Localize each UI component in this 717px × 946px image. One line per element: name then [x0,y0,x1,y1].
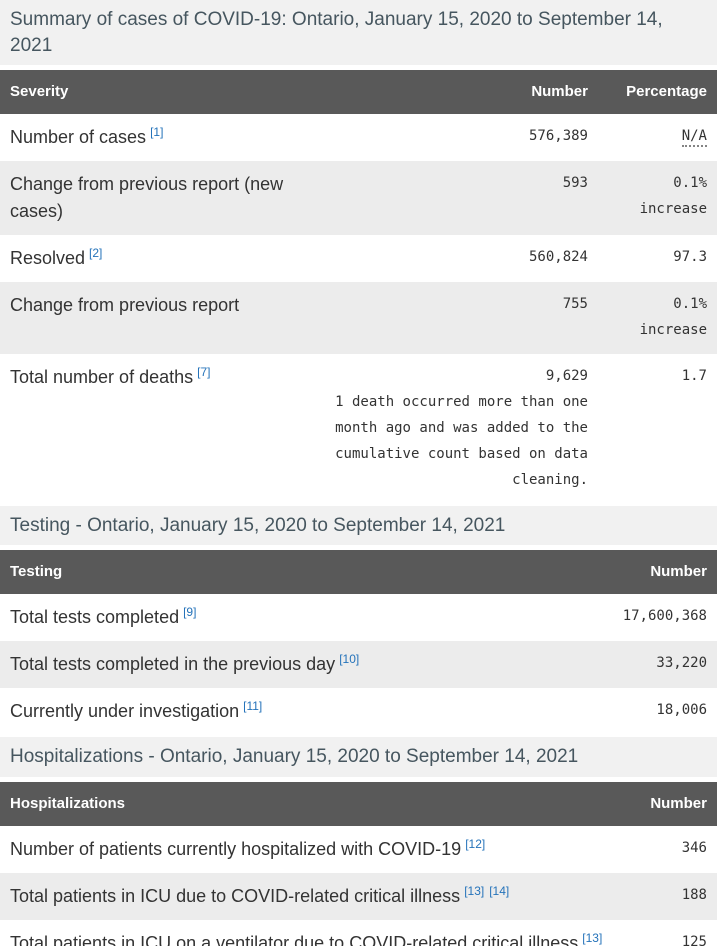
table-row: Total patients in ICU due to COVID-relat… [0,872,717,920]
row-label: Total patients in ICU due to COVID-relat… [10,885,461,906]
number-cell: 576,389 [320,114,598,162]
footnote-marker: [2] [89,246,102,260]
row-label-cell: Number of patients currently hospitalize… [0,825,617,873]
testing-table: Testing Number Total tests completed [9] … [0,550,717,736]
table-row: Total patients in ICU on a ventilator du… [0,919,717,946]
row-label: Total patients in ICU on a ventilator du… [10,932,579,946]
section-heading-testing: Testing - Ontario, January 15, 2020 to S… [0,505,717,546]
percentage-cell: 0.1% increase [598,282,717,355]
footnote-link[interactable]: [10] [339,652,360,667]
footnote-marker: [14] [489,884,509,898]
table-row: Number of cases [1] 576,389 N/A [0,114,717,162]
row-label: Total tests completed in the previous da… [10,654,336,675]
row-label: Change from previous report (new cases) [10,174,284,222]
percentage-cell: 0.1% increase [598,161,717,236]
row-label: Number of cases [10,127,147,148]
summary-severity-table: Severity Number Percentage Number of cas… [0,70,717,504]
table-row: Change from previous report 755 0.1% inc… [0,282,717,355]
row-label-cell: Number of cases [1] [0,114,320,162]
table-row: Change from previous report (new cases) … [0,161,717,236]
row-label-cell: Total tests completed in the previous da… [0,641,597,689]
row-label-cell: Total number of deaths [7] [0,354,320,504]
number-cell: 33,220 [597,641,717,689]
footnote-marker: [10] [339,652,359,666]
row-label-cell: Currently under investigation [11] [0,688,597,736]
percentage-cell: N/A [598,114,717,162]
footnote-marker: [12] [465,837,485,851]
row-label: Resolved [10,248,86,269]
footnote-marker: [9] [183,605,196,619]
table-row: Total tests completed in the previous da… [0,641,717,689]
footnote-link[interactable]: [11] [243,699,263,714]
column-header-percentage: Percentage [598,70,717,115]
column-header-hospitalizations: Hospitalizations [0,781,617,826]
footnote-link[interactable]: [7] [197,365,211,380]
table-row: Currently under investigation [11] 18,006 [0,688,717,736]
percentage-cell: 1.7 [598,354,717,504]
row-label: Total number of deaths [10,367,194,388]
footnote-marker: [13] [582,931,602,945]
row-label: Number of patients currently hospitalize… [10,838,462,859]
footnote-marker: [7] [197,365,210,379]
number-cell: 755 [320,282,598,355]
number-cell: 188 [617,872,717,920]
table-header-row: Hospitalizations Number [0,781,717,826]
hospitalizations-table: Hospitalizations Number Number of patien… [0,781,717,946]
data-cleaning-note: 1 death occurred more than one month ago… [335,393,588,488]
column-header-number: Number [617,781,717,826]
deaths-number: 9,629 [545,368,588,385]
column-header-number: Number [597,550,717,595]
number-cell: 593 [320,161,598,236]
row-label-cell: Total patients in ICU due to COVID-relat… [0,872,617,920]
row-label-cell: Change from previous report [0,282,320,355]
footnote-link[interactable]: [1] [150,125,164,140]
percentage-cell: 97.3 [598,235,717,283]
footnote-link[interactable]: [13] [464,883,485,898]
table-header-row: Severity Number Percentage [0,70,717,115]
footnote-link[interactable]: [14] [489,883,510,898]
footnote-link[interactable]: [13] [582,930,603,945]
row-label: Total tests completed [10,607,180,628]
column-header-severity: Severity [0,70,320,115]
row-label: Change from previous report [10,295,240,316]
footnote-marker: [13] [464,884,484,898]
footnote-marker: [1] [150,125,163,139]
column-header-number: Number [320,70,598,115]
table-row: Number of patients currently hospitalize… [0,825,717,873]
footnote-link[interactable]: [2] [89,246,103,261]
row-label-cell: Resolved [2] [0,235,320,283]
footnote-marker: [11] [243,699,262,713]
row-label-cell: Total patients in ICU on a ventilator du… [0,919,617,946]
row-label-cell: Total tests completed [9] [0,594,597,642]
number-cell: 560,824 [320,235,598,283]
table-row: Total number of deaths [7] 9,629 1 death … [0,354,717,504]
number-cell: 17,600,368 [597,594,717,642]
footnote-link[interactable]: [12] [465,836,486,851]
number-cell: 9,629 1 death occurred more than one mon… [320,354,598,504]
na-abbreviation: N/A [681,128,707,148]
row-label-cell: Change from previous report (new cases) [0,161,320,236]
section-heading-summary: Summary of cases of COVID-19: Ontario, J… [0,0,717,66]
number-cell: 125 [617,919,717,946]
table-row: Total tests completed [9] 17,600,368 [0,594,717,642]
number-cell: 346 [617,825,717,873]
table-header-row: Testing Number [0,550,717,595]
number-cell: 18,006 [597,688,717,736]
row-label: Currently under investigation [10,701,240,722]
column-header-testing: Testing [0,550,597,595]
footnote-link[interactable]: [9] [183,605,197,620]
table-row: Resolved [2] 560,824 97.3 [0,235,717,283]
section-heading-hospitalizations: Hospitalizations - Ontario, January 15, … [0,737,717,777]
